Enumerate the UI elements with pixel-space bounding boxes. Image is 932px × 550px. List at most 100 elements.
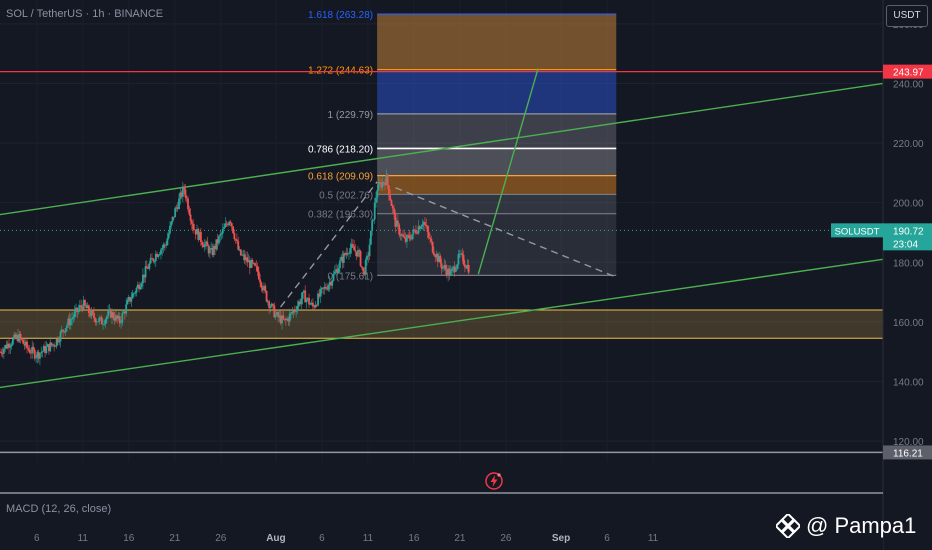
candle-body — [266, 301, 269, 303]
candle-body — [210, 247, 213, 249]
candle-body — [151, 257, 153, 259]
candle-body — [57, 339, 59, 343]
candle-body — [449, 271, 452, 276]
candle-body — [291, 312, 294, 314]
candle-body — [336, 269, 339, 273]
candle-body — [435, 253, 438, 258]
fib-level-label: 0.382 (196.30) — [308, 210, 373, 221]
candle-body — [254, 263, 256, 266]
candle-body — [103, 323, 106, 325]
candle-body — [78, 305, 81, 309]
candle-body — [238, 249, 241, 251]
candle-body — [6, 343, 9, 349]
fib-level-label: 0 (175.61) — [328, 271, 374, 282]
candle-body — [300, 298, 303, 305]
candle-body — [434, 255, 437, 258]
candle-body — [214, 245, 216, 250]
candle-body — [221, 228, 224, 234]
candle-body — [305, 299, 308, 303]
candle-body — [387, 185, 390, 196]
support-price-label: 116.21 — [893, 448, 923, 459]
candle-body — [39, 353, 41, 359]
candle-body — [104, 319, 107, 324]
candle-body — [310, 302, 313, 305]
candle-body — [96, 321, 99, 323]
candle-body — [421, 224, 424, 227]
candle-body — [162, 244, 165, 249]
candle-body — [45, 346, 48, 353]
candle-body — [203, 243, 206, 248]
candle-body — [133, 293, 135, 294]
candle-body — [219, 234, 222, 237]
candle-body — [416, 233, 419, 235]
candle-body — [236, 239, 238, 242]
x-tick-label: 26 — [500, 533, 512, 544]
candle-body — [93, 312, 95, 319]
candle-body — [120, 322, 122, 324]
fib-band — [377, 213, 617, 276]
candle-body — [95, 321, 98, 323]
x-tick-label: 6 — [319, 533, 325, 544]
candle-body — [467, 264, 470, 273]
candle-body — [2, 348, 5, 354]
candle-body — [339, 260, 341, 269]
candle-body — [53, 344, 55, 347]
candle-body — [295, 311, 298, 312]
candle-body — [404, 237, 407, 242]
candle-body — [148, 263, 151, 269]
candle-body — [409, 238, 412, 240]
candle-body — [260, 282, 263, 288]
x-tick-label: Aug — [266, 533, 285, 544]
candle-body — [461, 253, 464, 255]
candle-body — [124, 311, 126, 314]
candle-body — [75, 307, 77, 312]
candle-body — [344, 253, 347, 255]
candle-body — [232, 226, 234, 234]
candle-body — [179, 192, 182, 199]
candle-body — [443, 265, 446, 267]
macd-indicator-label[interactable]: MACD (12, 26, close) — [6, 503, 112, 515]
candle-body — [277, 312, 280, 318]
candle-body — [377, 181, 380, 191]
x-tick-label: 16 — [408, 533, 420, 544]
candle-body — [125, 304, 128, 314]
candle-body — [50, 342, 53, 346]
x-tick-label: 6 — [34, 533, 40, 544]
candle-body — [381, 182, 384, 188]
candle-body — [440, 263, 443, 269]
candle-body — [201, 241, 204, 246]
candle-body — [246, 257, 249, 263]
candle-body — [129, 296, 131, 302]
currency-button[interactable]: USDT — [886, 5, 928, 27]
time-axis-panel — [0, 528, 883, 550]
y-tick-label: 140.00 — [893, 378, 924, 389]
countdown-label: 23:04 — [893, 239, 918, 250]
candle-body — [239, 249, 242, 256]
candle-body — [152, 258, 155, 262]
candle-body — [327, 285, 330, 290]
candle-body — [60, 329, 63, 332]
candle-body — [315, 305, 318, 306]
candle-body — [102, 324, 104, 325]
candle-body — [399, 234, 402, 236]
candle-body — [32, 346, 35, 350]
candle-body — [122, 311, 125, 314]
candle-body — [114, 315, 117, 321]
candle-body — [398, 224, 401, 235]
candle-body — [375, 197, 377, 203]
candle-body — [337, 268, 340, 273]
candle-body — [362, 267, 365, 272]
candle-body — [350, 244, 353, 249]
candle-body — [403, 236, 406, 238]
candle-body — [348, 253, 350, 255]
flash-alert-icon[interactable] — [484, 471, 504, 491]
candle-body — [44, 346, 46, 353]
candle-body — [360, 266, 363, 268]
candle-body — [290, 312, 292, 314]
candle-body — [143, 274, 146, 278]
candle-body — [318, 293, 321, 297]
candle-body — [278, 315, 281, 318]
candle-body — [73, 311, 76, 318]
candle-body — [251, 259, 254, 264]
